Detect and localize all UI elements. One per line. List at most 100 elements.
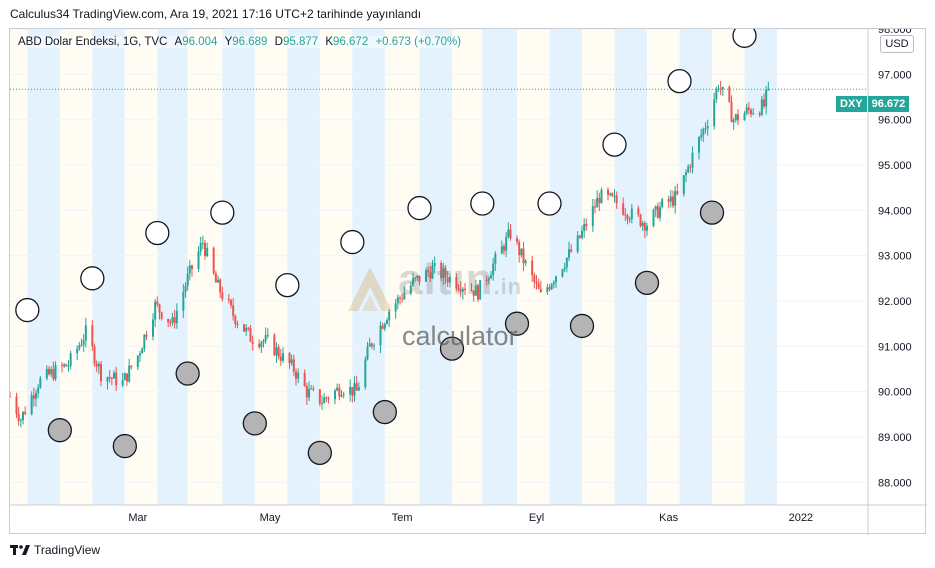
candle-body	[630, 208, 633, 220]
open-circle-marker	[210, 200, 235, 225]
candle-body	[318, 389, 321, 404]
candle-body	[230, 300, 232, 306]
candle-body	[219, 279, 222, 293]
time-band	[157, 29, 188, 505]
candle-body	[550, 284, 553, 290]
candle-body	[752, 113, 755, 115]
candle-body	[609, 193, 612, 195]
candle-body	[459, 289, 462, 292]
time-band	[647, 29, 680, 505]
candle-body	[516, 238, 518, 242]
candle-body	[19, 420, 22, 422]
candle-body	[401, 298, 404, 300]
candle-body	[503, 246, 505, 251]
candle-body	[54, 365, 57, 380]
price-tick-label: 88.000	[878, 477, 912, 489]
candle-body	[61, 365, 63, 367]
candle-body	[440, 263, 443, 279]
candle-body	[472, 290, 475, 296]
candle-body	[520, 248, 523, 256]
candle-body	[327, 398, 330, 400]
candle-body	[734, 114, 737, 121]
candle-body	[234, 315, 237, 325]
candle-body	[524, 260, 527, 264]
candle-body	[585, 223, 588, 227]
candle-body	[427, 270, 430, 273]
candle-body	[509, 229, 512, 239]
filled-circle-marker	[307, 440, 332, 466]
candle-body	[17, 413, 20, 422]
candle-body	[154, 301, 157, 320]
currency-button[interactable]: USD	[880, 35, 914, 53]
candle-body	[442, 268, 445, 279]
candle-body	[728, 86, 731, 102]
candle-body	[394, 303, 397, 312]
candle-body	[409, 285, 412, 294]
candle-body	[507, 229, 510, 237]
time-band	[352, 29, 385, 505]
filled-circle-marker	[175, 361, 200, 386]
candle-body	[308, 388, 310, 398]
candle-body	[97, 363, 100, 367]
candle-body	[67, 365, 70, 367]
footer-brand[interactable]: TradingView	[34, 543, 101, 557]
open-circle-marker	[732, 29, 757, 48]
candle-body	[32, 395, 35, 399]
watermark: altın.in calculator	[340, 255, 600, 355]
candle-body	[355, 383, 358, 391]
candle-body	[505, 236, 508, 251]
candle-body	[470, 290, 473, 292]
candle-body	[295, 371, 297, 379]
candle-body	[325, 397, 328, 399]
candle-body	[15, 396, 18, 414]
candle-body	[659, 207, 661, 218]
candle-body	[429, 272, 432, 279]
candle-body	[143, 334, 146, 349]
candle-body	[334, 390, 336, 400]
candle-body	[336, 387, 339, 391]
candle-body	[531, 260, 534, 276]
time-band	[419, 29, 452, 505]
candle-body	[444, 268, 447, 278]
candle-body	[706, 126, 709, 129]
price-tick-label: 98.000	[878, 29, 912, 36]
time-band	[287, 29, 320, 505]
candle-body	[661, 199, 664, 208]
candle-body	[277, 347, 280, 357]
candle-body	[676, 191, 679, 194]
candle-body	[171, 317, 174, 323]
filled-circle-marker	[439, 336, 465, 361]
chart-frame[interactable]: 88.000 89.000 90.000 91.000 92.000 93.000 94.0…	[9, 28, 927, 535]
open-circle-marker	[340, 229, 365, 255]
candle-body	[290, 359, 293, 364]
legend-symbol-name: ABD Dolar Endeksi, 1G, TVC	[18, 36, 168, 48]
candle-body	[535, 281, 538, 284]
candle-body	[169, 322, 172, 324]
price-tag-value: 96.672	[867, 96, 910, 112]
candle-body	[173, 317, 176, 324]
candle-body	[763, 99, 765, 107]
candle-body	[691, 152, 694, 168]
watermark-subtitle: calculator	[402, 321, 518, 351]
candle-body	[113, 372, 115, 379]
time-band	[614, 29, 647, 505]
time-band	[744, 29, 777, 505]
price-tick-label: 91.000	[878, 341, 912, 353]
legend-close-label: K	[325, 36, 334, 48]
legend-close-value: 96.672	[333, 36, 369, 48]
candle-body	[583, 223, 586, 231]
candle-body	[667, 199, 670, 202]
candle-body	[414, 277, 417, 279]
time-tick-label: Tem	[392, 512, 413, 524]
tradingview-logo-icon[interactable]	[10, 544, 30, 556]
candle-body	[689, 166, 692, 168]
candle-body	[431, 266, 434, 279]
candle-body	[425, 270, 427, 282]
time-band	[319, 29, 353, 505]
candle-body	[628, 219, 631, 221]
price-chart[interactable]: 88.000 89.000 90.000 91.000 92.000 93.000 94.0…	[10, 29, 927, 535]
candle-body	[22, 411, 24, 421]
open-circle-marker	[537, 191, 562, 216]
candle-body	[399, 297, 401, 299]
candle-body	[139, 353, 141, 356]
